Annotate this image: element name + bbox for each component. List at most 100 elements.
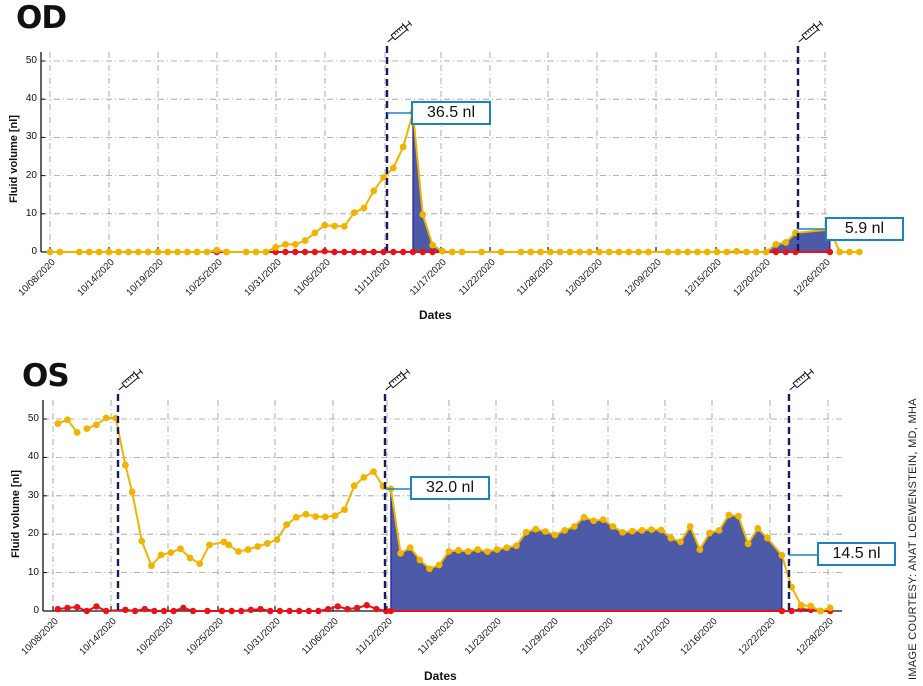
od-total-point [733,247,741,255]
od-callout-second: 5.9 nl [825,217,904,241]
os-total-point [102,414,110,422]
os-total-point [628,527,636,535]
os-y-tick-label: 0 [33,605,39,616]
os-total-point [234,548,242,555]
od-total-point [586,248,593,256]
os-total-point [797,601,805,609]
os-total-point [177,545,184,553]
od-secondary-point [311,248,319,256]
os-total-point [64,416,71,424]
od-total-point [183,248,191,256]
os-total-point [580,513,588,521]
os-total-point [551,531,559,539]
od-total-point [125,248,132,256]
os-total-point [122,461,129,469]
os-total-point [331,512,339,520]
os-total-point [474,546,482,553]
os-total-point [807,602,815,610]
os-total-point [148,562,155,570]
od-total-point [193,248,201,256]
os-secondary-point [151,607,158,615]
od-secondary-point [341,248,348,256]
os-total-point [445,548,453,555]
od-total-point [703,248,711,256]
os-y-tick-label: 30 [27,489,39,501]
od-total-point [95,248,103,256]
od-total-point [203,248,211,256]
os-secondary-point [73,603,81,611]
od-total-point [115,248,123,256]
od-total-point [419,211,427,218]
os-secondary-point [778,607,786,615]
od-total-point [223,248,230,256]
os-y-tick-label: 40 [27,451,39,463]
od-total-point [546,248,554,256]
os-total-point [426,565,433,573]
os-total-point [715,526,723,534]
od-total-point [311,229,319,237]
od-total-point [694,248,701,256]
os-y-tick-label: 50 [27,413,39,424]
os-total-point [484,548,491,555]
od-secondary-point [772,248,780,256]
os-total-point [541,528,549,535]
od-y-axis-label: Fluid volume [nl] [8,115,20,203]
os-secondary-point [324,605,332,613]
od-total-point [846,248,853,256]
os-y-tick-label: 20 [27,528,39,540]
os-callout-peak: 32.0 nl [410,476,490,500]
od-total-point [615,248,623,256]
od-total-point [645,248,652,256]
os-total-point [464,548,472,555]
os-total-point [735,512,742,520]
od-total-point [772,240,780,248]
od-secondary-point [390,248,397,256]
os-secondary-point [238,607,245,615]
os-total-point [744,540,752,548]
os-syringe-icon [385,368,411,391]
os-total-point [764,534,771,542]
od-total-point [321,221,329,229]
od-panel-title: OD [16,0,67,36]
od-secondary-point [282,248,289,256]
os-syringe-icon [789,368,815,391]
os-total-point [638,526,646,534]
od-total-point [556,248,564,256]
os-total-point [54,420,62,428]
od-total-point [301,237,309,244]
od-total-point [566,248,574,256]
od-total-point [46,248,54,256]
os-total-point [341,506,348,514]
os-total-point [93,421,100,429]
od-total-point [723,248,731,256]
od-y-tick-label: 50 [25,55,37,66]
os-total-point [350,482,358,490]
os-total-point [157,551,165,559]
os-secondary-point [387,607,395,615]
os-secondary-point [276,607,284,615]
od-total-point [836,248,844,256]
os-total-point [686,523,694,530]
od-total-point [350,209,358,217]
os-panel-title: OS [22,358,70,394]
od-total-point [595,248,603,256]
od-total-point [439,247,446,255]
od-secondary-point [292,248,299,256]
od-y-tick-label: 40 [25,93,37,105]
os-total-point [648,526,655,533]
os-total-point [128,488,136,496]
os-secondary-point [204,607,211,615]
os-total-point [725,511,733,519]
od-secondary-point [380,248,387,256]
os-secondary-point [180,604,187,612]
os-secondary-point [267,607,274,615]
os-total-point [513,542,520,550]
os-total-point [397,550,404,557]
os-secondary-point [363,602,370,609]
os-total-point [817,607,824,615]
os-secondary-point [295,607,303,615]
os-total-point [570,523,578,530]
od-y-tick-label: 0 [31,246,37,257]
od-total-point [174,248,181,256]
od-total-point [144,248,152,256]
